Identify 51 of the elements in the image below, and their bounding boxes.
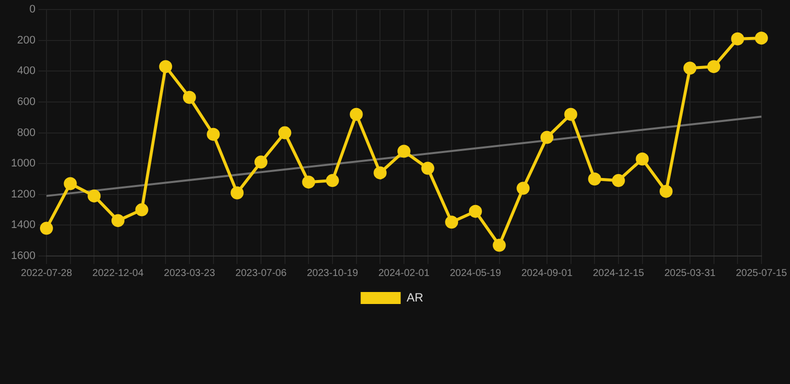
point [182, 90, 196, 104]
x-tick-label: 2025-03-31 [664, 268, 716, 279]
x-tick-label: 2023-07-06 [235, 268, 287, 279]
point [660, 184, 673, 198]
point [564, 108, 578, 121]
point [374, 166, 387, 180]
x-tick-label: 2024-12-15 [592, 268, 644, 279]
x-tick-label: 2022-12-04 [92, 268, 144, 279]
point [707, 60, 720, 74]
point [88, 189, 101, 202]
y-tick-label: 1200 [10, 188, 36, 200]
point [683, 62, 696, 75]
y-tick-label: 1600 [10, 250, 36, 262]
point [278, 126, 292, 140]
x-tick-label: 2023-03-23 [164, 268, 216, 279]
x-tick-label: 2024-02-01 [378, 268, 430, 279]
point [135, 203, 148, 216]
y-tick-label: 600 [17, 96, 36, 108]
x-tick-label: 2025-07-15 [736, 268, 788, 279]
point [159, 60, 172, 74]
x-tick-label: 2024-05-19 [450, 268, 502, 279]
y-tick-label: 0 [29, 4, 36, 16]
y-tick-label: 200 [17, 34, 36, 46]
point [636, 152, 649, 166]
point [612, 174, 625, 188]
point [254, 156, 268, 169]
point [111, 214, 124, 228]
point [302, 176, 316, 189]
point [326, 174, 339, 188]
x-tick-label: 2024-09-01 [521, 268, 573, 279]
point [421, 162, 434, 175]
point [230, 186, 244, 200]
point [588, 172, 602, 186]
point [516, 182, 530, 195]
y-tick-label: 1000 [10, 158, 36, 170]
point [731, 32, 744, 46]
point [492, 238, 506, 252]
point [445, 216, 458, 229]
x-tick-label: 2022-07-28 [20, 268, 72, 279]
x-tick-label: 2023-10-19 [306, 268, 358, 279]
point [754, 32, 768, 45]
y-tick-label: 400 [17, 65, 36, 78]
point [468, 204, 482, 218]
legend-label: AR [406, 290, 424, 304]
y-tick-label: 1400 [10, 219, 36, 232]
point [397, 144, 410, 158]
point [64, 177, 77, 190]
y-tick-label: 800 [17, 126, 36, 139]
point [540, 130, 554, 144]
point [206, 128, 220, 141]
point [350, 108, 363, 121]
